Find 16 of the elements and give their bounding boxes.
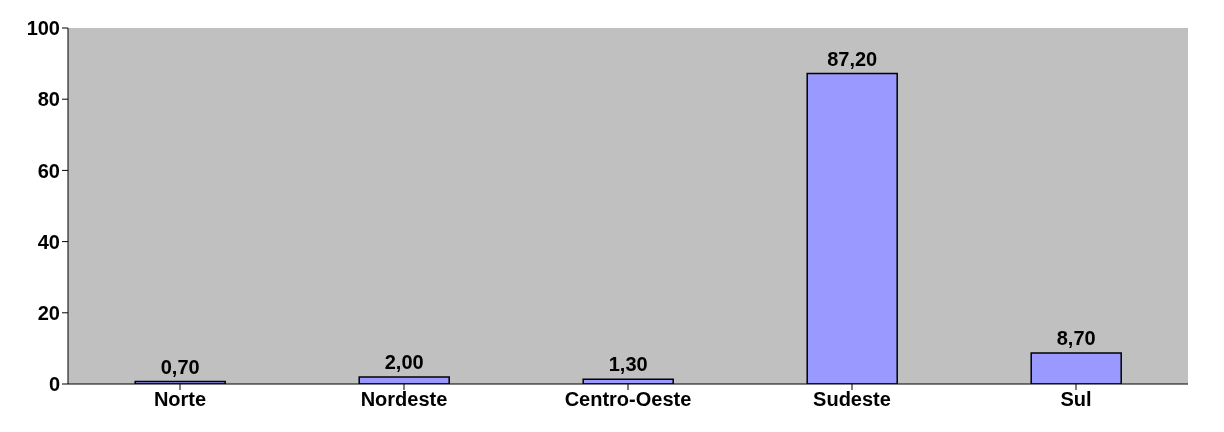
y-tick-label: 0 bbox=[48, 373, 60, 396]
y-tick-label: 60 bbox=[37, 159, 60, 182]
y-tick-label: 80 bbox=[37, 88, 60, 111]
data-label: 8,70 bbox=[1056, 327, 1096, 350]
data-label: 87,20 bbox=[827, 47, 878, 70]
x-tick-label: Sul bbox=[1060, 388, 1092, 411]
x-tick-label: Sudeste bbox=[813, 388, 891, 411]
data-label: 2,00 bbox=[384, 350, 424, 373]
y-tick-label: 100 bbox=[26, 17, 60, 40]
data-label: 1,30 bbox=[608, 353, 648, 376]
x-tick-label: Nordeste bbox=[360, 388, 448, 411]
x-tick-label: Centro-Oeste bbox=[564, 388, 692, 411]
x-tick-label: Norte bbox=[153, 388, 207, 411]
y-tick-label: 40 bbox=[37, 230, 60, 253]
y-tick-label: 20 bbox=[37, 301, 60, 324]
data-label: 0,70 bbox=[160, 355, 200, 378]
